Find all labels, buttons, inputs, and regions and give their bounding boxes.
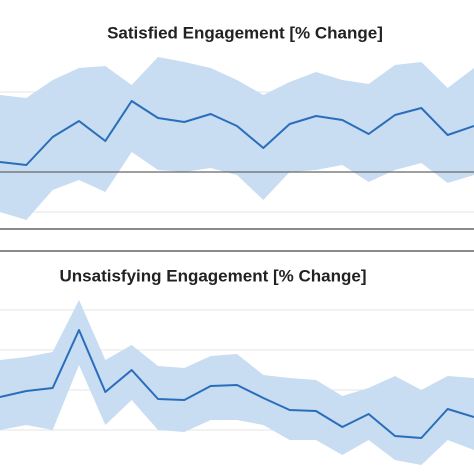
chart-title: Unsatisfying Engagement [% Change] <box>60 266 367 285</box>
line <box>0 329 474 439</box>
confidence-band <box>0 57 474 220</box>
confidence-band <box>0 300 474 465</box>
line <box>0 100 474 166</box>
chart-title: Satisfied Engagement [% Change] <box>107 23 383 42</box>
panel-border <box>0 228 474 230</box>
panel-border <box>0 250 474 252</box>
